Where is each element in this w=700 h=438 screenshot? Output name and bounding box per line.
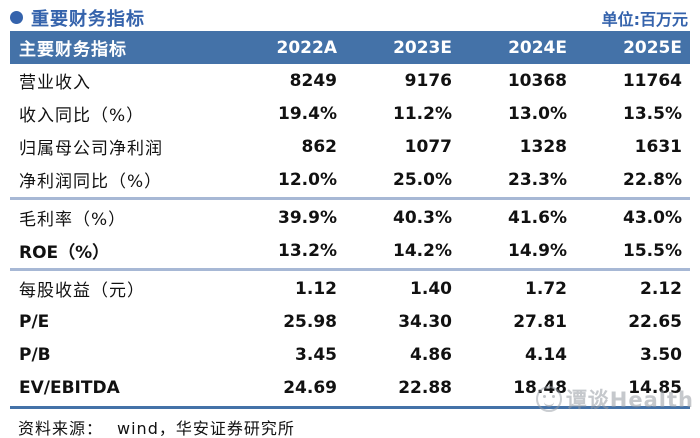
header-cell-2024e: 2024E: [508, 37, 567, 58]
row-label: P/B: [19, 344, 51, 365]
row-label: 营业收入: [19, 73, 91, 93]
cell-value: 22.88: [398, 377, 452, 398]
header-cell-2022a: 2022A: [276, 37, 337, 58]
cell-value: 8249: [289, 70, 337, 91]
cell-value: 14.85: [628, 377, 682, 398]
row-label: EV/EBITDA: [19, 377, 120, 398]
table-row-net-profit: 归属母公司净利润 862 1077 1328 1631: [10, 130, 690, 163]
cell-value: 24.69: [283, 377, 337, 398]
cell-value: 40.3%: [393, 207, 452, 228]
cell-value: 4.14: [525, 344, 567, 365]
cell-value: 23.3%: [508, 169, 567, 190]
table-bottom-border: [10, 406, 690, 409]
cell-value: 19.4%: [278, 103, 337, 124]
table-row-net-profit-yoy: 净利润同比（%） 12.0% 25.0% 23.3% 22.8%: [10, 163, 690, 196]
table-row-pb: P/B 3.45 4.86 4.14 3.50: [10, 338, 690, 371]
section-title: 重要财务指标: [10, 5, 145, 31]
table-row-pe: P/E 25.98 34.30 27.81 22.65: [10, 305, 690, 338]
cell-value: 9176: [404, 70, 452, 91]
cell-value: 22.8%: [623, 169, 682, 190]
cell-value: 3.50: [640, 344, 682, 365]
unit-label: 单位:百万元: [601, 9, 688, 29]
header-cell-2023e: 2023E: [393, 37, 452, 58]
table-header-row: 主要财务指标 2022A 2023E 2024E 2025E: [10, 31, 690, 64]
cell-value: 1.72: [525, 278, 567, 299]
header-cell-2025e: 2025E: [623, 37, 682, 58]
cell-value: 12.0%: [278, 169, 337, 190]
cell-value: 10368: [507, 70, 567, 91]
row-label: P/E: [19, 311, 50, 332]
cell-value: 25.98: [283, 311, 337, 332]
title-row: 重要财务指标 单位:百万元: [10, 4, 690, 31]
cell-value: 862: [301, 136, 338, 157]
row-label: ROE（%）: [19, 243, 110, 263]
row-label: 净利润同比（%）: [19, 172, 163, 192]
cell-value: 15.5%: [623, 240, 682, 261]
table-row-eps: 每股收益（元） 1.12 1.40 1.72 2.12: [10, 272, 690, 305]
cell-value: 3.45: [295, 344, 337, 365]
row-label: 毛利率（%）: [19, 210, 127, 230]
cell-value: 14.2%: [393, 240, 452, 261]
cell-value: 1077: [404, 136, 452, 157]
cell-value: 18.48: [513, 377, 567, 398]
table-row-roe: ROE（%） 13.2% 14.2% 14.9% 15.5%: [10, 234, 690, 267]
row-label: 每股收益（元）: [19, 281, 145, 301]
table-row-revenue-yoy: 收入同比（%） 19.4% 11.2% 13.0% 13.5%: [10, 97, 690, 130]
cell-value: 2.12: [640, 278, 682, 299]
cell-value: 41.6%: [508, 207, 567, 228]
cell-value: 1.40: [410, 278, 452, 299]
cell-value: 25.0%: [393, 169, 452, 190]
cell-value: 11764: [622, 70, 682, 91]
cell-value: 22.65: [628, 311, 682, 332]
cell-value: 1631: [634, 136, 682, 157]
cell-value: 39.9%: [278, 207, 337, 228]
source-note: 资料来源： wind，华安证券研究所: [10, 415, 690, 438]
cell-value: 13.2%: [278, 240, 337, 261]
table-row-ev-ebitda: EV/EBITDA 24.69 22.88 18.48 14.85: [10, 371, 690, 404]
header-cell-metric: 主要财务指标: [19, 40, 127, 60]
cell-value: 27.81: [513, 311, 567, 332]
section-divider: [10, 268, 690, 271]
cell-value: 1.12: [295, 278, 337, 299]
bullet-icon: [10, 11, 23, 24]
source-label: 资料来源：: [18, 419, 104, 438]
cell-value: 14.9%: [508, 240, 567, 261]
cell-value: 1328: [519, 136, 567, 157]
source-text: wind，华安证券研究所: [117, 419, 295, 438]
row-label: 收入同比（%）: [19, 106, 145, 126]
cell-value: 4.86: [410, 344, 452, 365]
table-row-revenue: 营业收入 8249 9176 10368 11764: [10, 64, 690, 97]
section-title-text: 重要财务指标: [31, 8, 145, 30]
cell-value: 11.2%: [393, 103, 452, 124]
table-row-gross-margin: 毛利率（%） 39.9% 40.3% 41.6% 43.0%: [10, 201, 690, 234]
cell-value: 34.30: [398, 311, 452, 332]
financial-table: 主要财务指标 2022A 2023E 2024E 2025E 营业收入 8249…: [10, 31, 690, 409]
cell-value: 13.5%: [623, 103, 682, 124]
cell-value: 13.0%: [508, 103, 567, 124]
section-divider: [10, 197, 690, 200]
row-label: 归属母公司净利润: [19, 139, 163, 159]
cell-value: 43.0%: [623, 207, 682, 228]
